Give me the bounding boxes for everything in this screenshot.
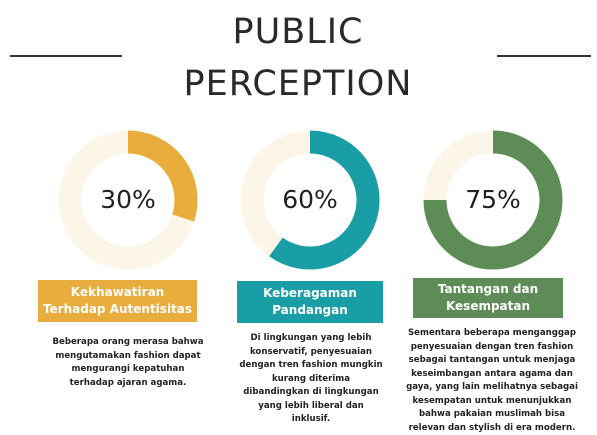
category-label: Tantangan dan Kesempatan bbox=[413, 278, 563, 318]
category-label: Kekhawatiran Terhadap Autentisitas bbox=[38, 280, 197, 322]
category-label: Keberagaman Pandangan bbox=[237, 281, 383, 323]
divider bbox=[497, 55, 591, 57]
donut-arc bbox=[269, 130, 380, 270]
page-title: PUBLIC PERCEPTION bbox=[183, 12, 413, 104]
donut-arc bbox=[127, 130, 198, 222]
donut-arc bbox=[423, 130, 563, 270]
donut-value-label: 60% bbox=[282, 185, 338, 214]
divider bbox=[10, 55, 122, 57]
description: Beberapa orang merasa bahwa mengutamakan… bbox=[52, 337, 204, 388]
description: Sementara beberapa menganggap penyesuaia… bbox=[406, 328, 578, 433]
donut-value-label: 75% bbox=[465, 185, 521, 214]
description: Di lingkungan yang lebih konservatif, pe… bbox=[239, 333, 383, 424]
donut-value-label: 30% bbox=[100, 185, 156, 214]
